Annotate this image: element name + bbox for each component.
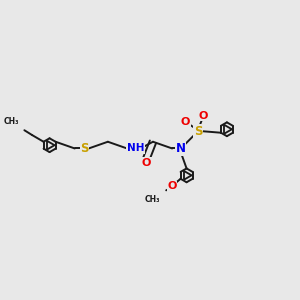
Text: O: O [181,117,190,127]
Text: N: N [176,142,186,155]
Text: CH₃: CH₃ [145,195,161,204]
Text: O: O [198,111,208,121]
Text: S: S [194,125,202,138]
Text: O: O [142,158,151,168]
Text: O: O [167,182,177,191]
Text: NH: NH [127,143,144,154]
Text: CH₃: CH₃ [4,117,20,126]
Text: S: S [80,142,88,155]
